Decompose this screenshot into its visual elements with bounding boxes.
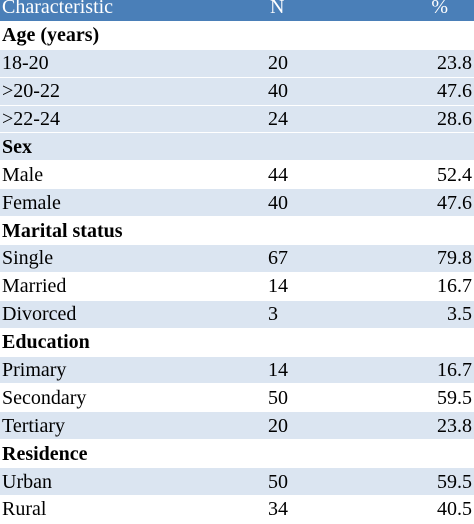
row-percent: 16.7	[437, 275, 472, 298]
row-label: Female	[2, 191, 61, 214]
row-n: 20	[268, 52, 288, 75]
row-label: Male	[2, 163, 44, 186]
row-n: 67	[268, 247, 288, 270]
row-percent: 52.4	[437, 163, 472, 186]
table-row: Male 44 52.4	[0, 161, 474, 190]
row-label: Single	[2, 247, 54, 270]
row-percent: 23.8	[437, 52, 472, 75]
row-label: >22-24	[2, 108, 60, 130]
row-n: 34	[268, 498, 288, 521]
row-percent: 28.6	[437, 108, 472, 130]
table-header-row: Characteristic N %	[0, 0, 474, 22]
row-label: Urban	[2, 470, 52, 493]
row-label: >20-22	[2, 80, 60, 103]
row-percent: 47.6	[437, 191, 472, 214]
group-row-sex: Sex	[0, 133, 474, 162]
row-n: 44	[268, 163, 288, 186]
row-label: Tertiary	[2, 414, 66, 437]
header-characteristic: Characteristic	[2, 0, 114, 19]
table-row: 18-20 20 23.8	[0, 49, 474, 78]
table-row: Married 14 16.7	[0, 272, 474, 301]
row-percent: 40.5	[437, 498, 472, 521]
row-n: 14	[268, 275, 288, 298]
row-n: 14	[268, 359, 288, 382]
row-n: 3	[268, 303, 278, 326]
group-title: Education	[2, 331, 90, 354]
row-percent: 59.5	[437, 470, 472, 493]
table-row: Urban 50 59.5	[0, 468, 474, 497]
header-percent: %	[431, 0, 448, 19]
row-label: Rural	[2, 498, 47, 521]
table-row: Primary 14 16.7	[0, 356, 474, 385]
row-label: Primary	[2, 359, 67, 382]
group-row-marital-status: Marital status	[0, 217, 474, 246]
group-row-age: Age (years)	[0, 21, 474, 50]
row-label: Secondary	[2, 386, 87, 409]
table-row: Tertiary 20 23.8	[0, 412, 474, 441]
group-title: Residence	[2, 442, 88, 465]
table-row: Secondary 50 59.5	[0, 384, 474, 413]
row-percent: 47.6	[437, 80, 472, 103]
table-row: Female 40 47.6	[0, 189, 474, 218]
group-title: Age (years)	[2, 24, 100, 47]
row-n: 20	[268, 414, 288, 437]
group-row-education: Education	[0, 328, 474, 357]
row-n: 40	[268, 80, 288, 103]
group-title: Sex	[2, 135, 32, 158]
row-label: Divorced	[2, 303, 77, 326]
table-row: >20-22 40 47.6	[0, 77, 474, 106]
row-n: 24	[268, 108, 288, 130]
row-label: Married	[2, 275, 67, 298]
row-label: 18-20	[2, 52, 49, 75]
row-n: 50	[268, 470, 288, 493]
group-row-residence: Residence	[0, 440, 474, 469]
table-row: Divorced 3 3.5	[0, 300, 474, 329]
row-percent: 59.5	[437, 386, 472, 409]
table-row: Single 67 79.8	[0, 245, 474, 273]
row-n: 50	[268, 386, 288, 409]
header-n: N	[270, 0, 285, 19]
group-title: Marital status	[2, 219, 123, 242]
row-percent: 23.8	[437, 414, 472, 437]
row-n: 40	[268, 191, 288, 214]
row-percent: 79.8	[437, 247, 472, 270]
table-row: >22-24 24 28.6	[0, 105, 474, 134]
table-row: Rural 34 40.5	[0, 496, 474, 524]
row-percent: 3.5	[447, 303, 472, 326]
row-percent: 16.7	[437, 359, 472, 382]
